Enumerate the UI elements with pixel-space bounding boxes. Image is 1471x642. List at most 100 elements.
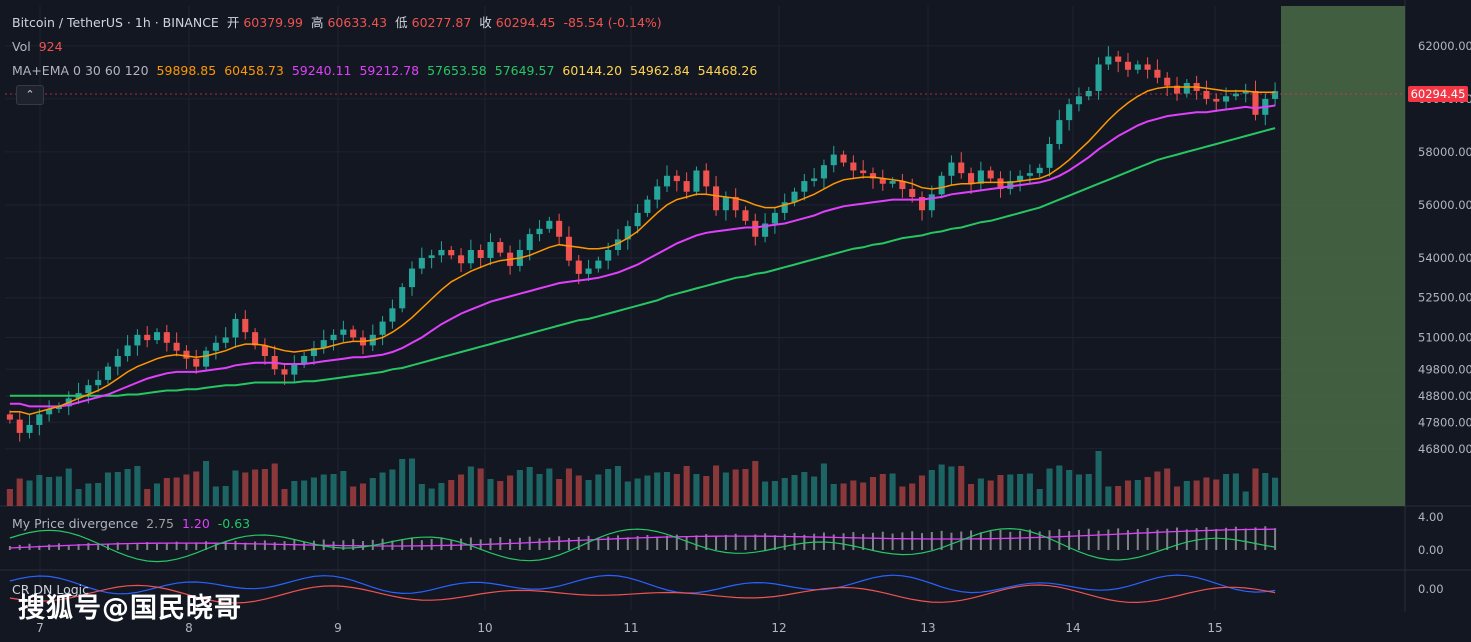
candle-body-8 [85,385,92,394]
divergence-bar-120 [1185,529,1188,550]
volume-bar-103 [1017,474,1024,506]
ma-value-7: 54962.84 [630,63,690,78]
divergence-bar-6 [67,545,70,550]
divergence-bar-109 [1077,529,1080,550]
divergence-bar-56 [558,536,561,550]
volume-bar-91 [899,486,906,506]
candle-body-83 [820,165,827,179]
volume-bar-94 [928,470,935,506]
divergence-v1: 2.75 [146,516,174,531]
candle-body-75 [742,210,749,221]
volume-bar-3 [36,475,43,506]
candle-body-63 [624,226,631,240]
divergence-bar-96 [950,532,953,550]
divergence-bar-43 [430,539,433,550]
candle-body-59 [585,268,592,274]
volume-bar-7 [75,489,82,506]
divergence-bar-78 [773,535,776,550]
volume-bar-84 [830,484,837,506]
candle-body-16 [163,332,170,343]
symbol-title[interactable]: Bitcoin / TetherUS · 1h · BINANCE [12,15,219,30]
change-value: -85.54 (-0.14%) [563,15,662,30]
ma-legend[interactable]: MA+EMA 0 30 60 120 59898.85 60458.73 592… [12,63,761,79]
volume-bar-8 [85,483,92,506]
candle-body-23 [232,318,239,338]
divergence-bar-7 [77,544,80,550]
volume-bar-34 [340,471,347,506]
volume-bar-15 [153,483,161,506]
volume-bar-66 [654,472,661,506]
candle-body-20 [203,350,210,367]
candle-body-50 [497,242,504,253]
ma-label: MA+EMA 0 30 60 120 [12,63,149,78]
volume-bar-31 [310,477,317,506]
divergence-bar-30 [303,541,306,550]
divergence-bar-105 [1038,531,1041,550]
divergence-bar-60 [597,537,600,550]
candle-body-105 [1036,167,1043,174]
volume-bar-46 [458,474,465,506]
divergence-bar-71 [705,534,708,550]
volume-bar-21 [212,486,219,506]
divergence-bar-19 [195,542,198,550]
divergence-bar-116 [1146,527,1149,550]
cr-legend[interactable]: CR DN Logic [12,582,93,598]
volume-bar-105 [1036,489,1043,506]
candle-body-76 [752,220,759,237]
candle-body-123 [1213,98,1220,102]
divergence-bar-12 [126,544,129,550]
volume-bar-20 [203,461,210,506]
divergence-bar-8 [87,542,90,550]
candle-body-12 [124,345,131,357]
divergence-bar-117 [1156,529,1159,550]
low-value: 60277.87 [411,15,472,30]
divergence-bar-39 [391,540,394,550]
candle-body-5 [55,406,62,410]
candle-body-9 [95,379,102,386]
y-tick-label-4: 54000.00 [1418,251,1471,265]
divergence-bar-91 [901,532,904,550]
divergence-bar-13 [136,543,139,550]
candle-body-41 [408,268,416,288]
volume-bar-32 [320,474,327,506]
candle-body-87 [860,170,867,174]
volume-bar-27 [271,463,278,506]
divergence-bar-18 [185,543,188,550]
volume-bar-122 [1203,477,1210,506]
divergence-bar-51 [509,538,512,550]
y-tick-label-7: 49800.00 [1418,362,1471,376]
volume-bar-54 [536,474,543,506]
candle-body-55 [546,220,553,229]
vol-legend[interactable]: Vol 924 [12,39,67,55]
candle-body-82 [811,178,818,182]
divergence-bar-86 [852,532,855,550]
volume-bar-83 [820,463,827,506]
collapse-legend-button[interactable]: ⌃ [16,85,44,105]
high-value: 60633.43 [327,15,388,30]
volume-bar-114 [1124,480,1132,506]
x-tick-label-7: 14 [1065,621,1080,635]
divergence-bar-69 [685,536,688,550]
volume-bar-99 [977,478,984,506]
candle-body-98 [968,173,975,184]
volume-bar-110 [1085,474,1092,506]
divergence-bar-77 [764,533,767,550]
x-tick-label-0: 7 [36,621,44,635]
candle-body-0 [6,414,13,420]
volume-bar-73 [722,472,729,506]
divergence-bar-95 [940,530,943,550]
volume-bar-78 [771,481,778,506]
candle-body-29 [291,363,298,375]
candle-body-95 [938,175,945,195]
candle-body-49 [487,242,494,258]
divergence-legend[interactable]: My Price divergence 2.75 1.20 -0.63 [12,516,254,532]
x-tick-label-2: 9 [334,621,342,635]
ma-value-3: 59212.78 [359,63,420,78]
divergence-bar-87 [862,533,865,550]
volume-bar-6 [65,468,72,506]
candle-body-99 [977,170,984,184]
divergence-bar-75 [744,535,747,550]
volume-bar-102 [1007,474,1014,506]
